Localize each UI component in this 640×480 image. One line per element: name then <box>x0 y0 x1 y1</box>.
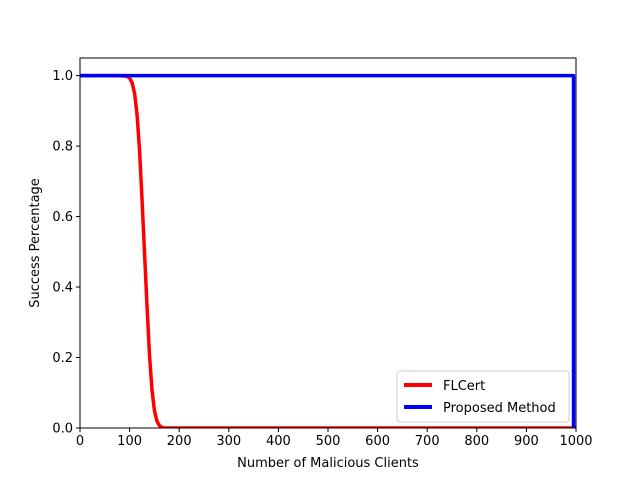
x-tick-label: 900 <box>514 434 539 449</box>
x-tick-label: 0 <box>76 434 84 449</box>
x-axis-label: Number of Malicious Clients <box>237 456 419 471</box>
y-tick-label: 0.0 <box>52 422 73 437</box>
x-tick-label: 700 <box>415 434 440 449</box>
x-tick-label: 500 <box>316 434 341 449</box>
x-tick-label: 300 <box>216 434 241 449</box>
series-layer <box>80 73 576 428</box>
y-axis-ticks: 0.0 0.2 0.4 0.6 0.8 1.0 <box>52 69 80 437</box>
series-line-proposed-method <box>80 73 576 428</box>
x-tick-label: 100 <box>117 434 142 449</box>
y-tick-label: 0.6 <box>52 210 73 225</box>
legend: FLCert Proposed Method <box>396 370 570 423</box>
x-axis-ticks: 0 100 200 300 400 500 600 700 800 900 1000 <box>76 428 593 449</box>
legend-label-flcert: FLCert <box>443 379 485 394</box>
x-tick-label: 800 <box>464 434 489 449</box>
legend-box <box>396 370 570 423</box>
x-tick-label: 400 <box>266 434 291 449</box>
x-tick-label: 600 <box>365 434 390 449</box>
y-tick-label: 0.2 <box>52 351 73 366</box>
y-axis-label: Success Percentage <box>28 178 43 308</box>
legend-label-proposed-method: Proposed Method <box>443 401 556 416</box>
x-tick-label: 200 <box>167 434 192 449</box>
x-tick-label: 1000 <box>559 434 592 449</box>
y-tick-label: 0.4 <box>52 281 73 296</box>
y-tick-label: 1.0 <box>52 69 73 84</box>
series-line-flcert <box>80 73 576 428</box>
plot-area <box>80 58 576 428</box>
y-tick-label: 0.8 <box>52 140 73 155</box>
